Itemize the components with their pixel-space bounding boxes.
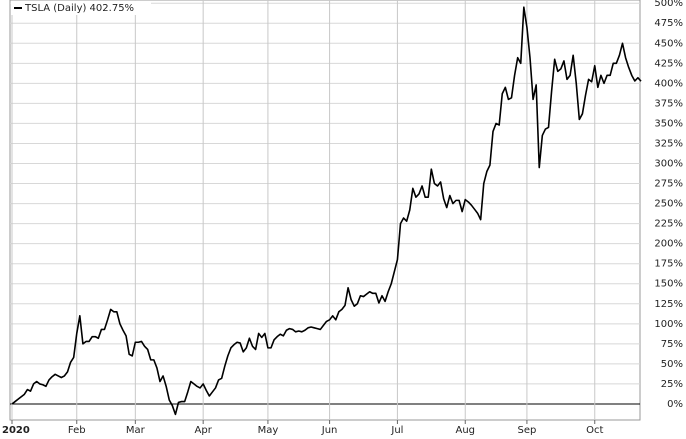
y-tick-label: 500% (654, 0, 683, 9)
y-tick-label: 350% (654, 118, 683, 129)
y-tick-label: 175% (654, 259, 683, 270)
y-tick-label: 275% (654, 179, 683, 190)
y-tick-label: 100% (654, 319, 683, 330)
x-tick-label: Oct (586, 425, 603, 436)
x-tick-label: 2020 (2, 425, 30, 436)
y-tick-label: 475% (654, 18, 683, 29)
x-tick-label: Sep (517, 425, 536, 436)
x-tick-label: Jun (321, 425, 338, 436)
x-tick-label: Aug (455, 425, 475, 436)
x-tick-label: May (258, 425, 279, 436)
y-tick-label: 250% (654, 199, 683, 210)
legend-label: TSLA (Daily) 402.75% (24, 3, 134, 14)
y-tick-label: 400% (654, 78, 683, 89)
y-tick-label: 75% (661, 339, 683, 350)
y-tick-label: 125% (654, 299, 683, 310)
y-tick-label: 425% (654, 58, 683, 69)
y-tick-label: 50% (661, 359, 683, 370)
x-tick-label: Apr (195, 425, 213, 436)
y-tick-label: 225% (654, 219, 683, 230)
x-tick-label: Feb (68, 425, 86, 436)
y-tick-label: 325% (654, 138, 683, 149)
y-tick-label: 25% (661, 379, 683, 390)
legend-box (11, 1, 151, 15)
y-tick-label: 300% (654, 159, 683, 170)
y-tick-label: 0% (667, 399, 683, 410)
price-line (11, 6, 642, 416)
y-tick-label: 150% (654, 279, 683, 290)
y-tick-label: 450% (654, 38, 683, 49)
x-tick-label: Jul (390, 425, 403, 436)
y-tick-label: 200% (654, 239, 683, 250)
plot-frame (9, 0, 641, 421)
y-tick-label: 375% (654, 98, 683, 109)
x-tick-label: Mar (126, 425, 146, 436)
